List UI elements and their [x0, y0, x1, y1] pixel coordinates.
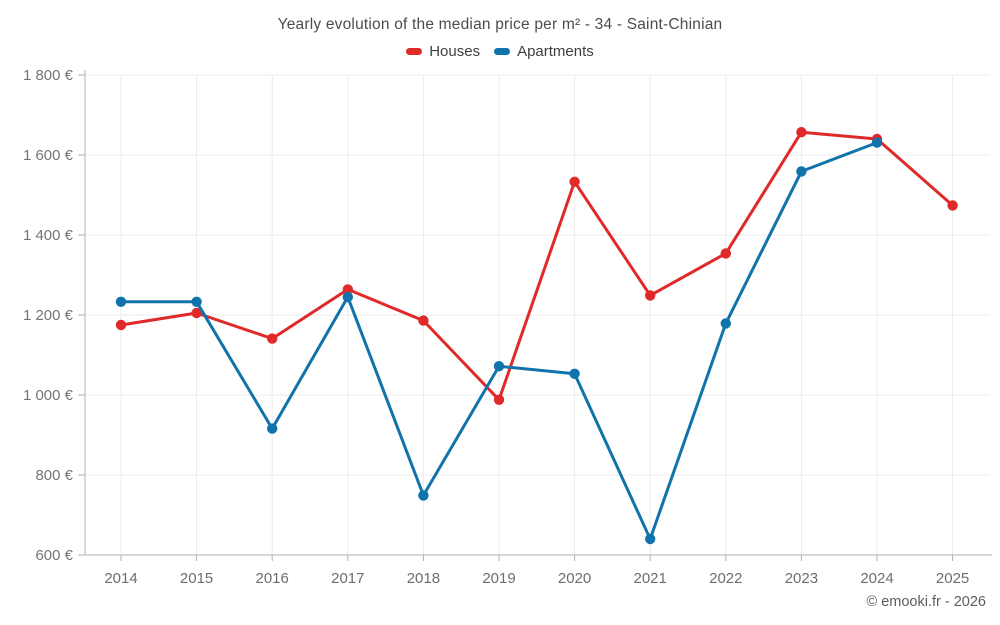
y-tick-label: 1 400 € [23, 227, 74, 244]
copyright: © emooki.fr - 2026 [866, 594, 986, 610]
data-point-houses-2018[interactable] [418, 315, 429, 326]
data-point-houses-2025[interactable] [947, 200, 958, 211]
x-tick-label: 2017 [331, 570, 364, 587]
apartments-series-swatch-icon [494, 48, 511, 55]
data-point-houses-2015[interactable] [191, 307, 202, 319]
legend-label-houses: Houses [429, 43, 481, 60]
data-point-houses-2014[interactable] [115, 319, 127, 331]
houses-series-swatch-icon [406, 48, 423, 55]
y-tick-label: 1 000 € [23, 387, 74, 404]
x-tick-label: 2015 [180, 570, 213, 587]
chart-legend: Houses Apartments [0, 43, 1000, 60]
data-point-houses-2017[interactable] [342, 284, 353, 295]
data-point-apartments-2014[interactable] [115, 296, 127, 307]
data-point-apartments-2020[interactable] [569, 368, 580, 379]
legend-item-apartments[interactable]: Apartments [494, 43, 594, 60]
data-point-houses-2016[interactable] [267, 333, 278, 344]
x-tick-label: 2025 [936, 570, 969, 587]
x-tick-label: 2014 [104, 570, 137, 587]
data-point-houses-2022[interactable] [720, 248, 731, 259]
chart-title: Yearly evolution of the median price per… [277, 16, 723, 33]
y-tick-label: 1 800 € [23, 67, 74, 84]
data-point-apartments-2024[interactable] [871, 137, 883, 148]
x-tick-label: 2018 [407, 570, 440, 587]
data-point-apartments-2018[interactable] [418, 490, 429, 501]
x-tick-label: 2019 [482, 570, 515, 587]
data-point-houses-2019[interactable] [493, 394, 505, 405]
series-line-houses [119, 130, 955, 402]
x-tick-label: 2022 [709, 570, 742, 587]
x-tick-label: 2024 [860, 570, 893, 587]
legend-item-houses[interactable]: Houses [406, 43, 480, 60]
x-tick-label: 2016 [256, 570, 289, 587]
data-point-apartments-2021[interactable] [645, 533, 656, 545]
x-tick-label: 2020 [558, 570, 591, 587]
data-point-apartments-2015[interactable] [191, 296, 202, 307]
x-tick-label: 2023 [785, 570, 818, 587]
data-point-apartments-2017[interactable] [342, 291, 353, 303]
y-tick-label: 1 600 € [23, 147, 74, 164]
y-tick-label: 600 € [35, 547, 73, 564]
y-tick-label: 1 200 € [23, 307, 74, 324]
data-point-apartments-2022[interactable] [720, 318, 731, 329]
x-tick-label: 2021 [634, 570, 667, 587]
legend-label-apartments: Apartments [517, 43, 594, 60]
data-point-apartments-2023[interactable] [796, 166, 807, 177]
data-point-apartments-2019[interactable] [493, 361, 505, 372]
data-point-houses-2021[interactable] [645, 290, 656, 301]
data-point-houses-2023[interactable] [796, 127, 807, 138]
y-tick-label: 800 € [35, 467, 73, 484]
data-point-houses-2020[interactable] [569, 176, 580, 187]
data-point-apartments-2016[interactable] [267, 423, 278, 434]
